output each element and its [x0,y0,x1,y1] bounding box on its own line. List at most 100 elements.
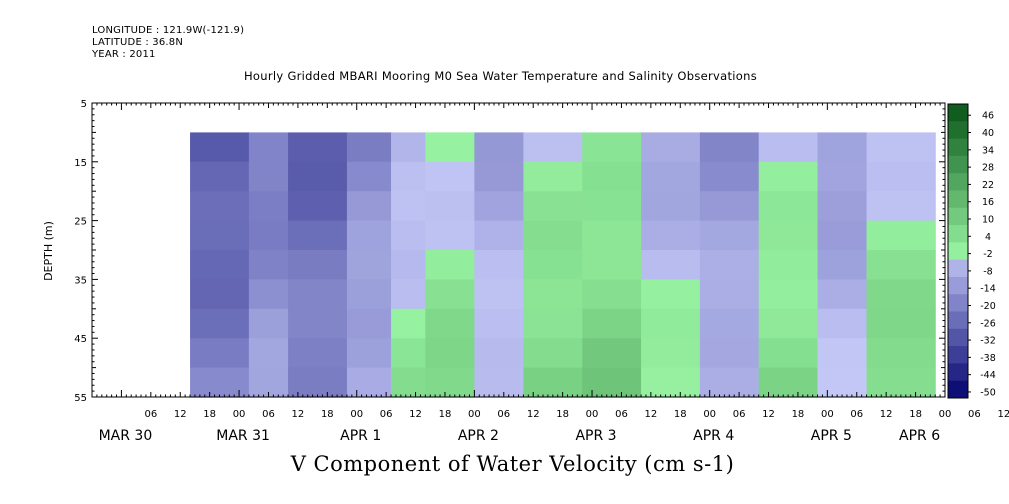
heatmap-cell [699,308,760,339]
colorbar-swatch [948,363,968,382]
heatmap-cell [425,338,475,369]
heatmap-cell [474,191,524,222]
heatmap-cell [391,367,426,398]
colorbar-label: -44 [980,370,996,381]
x-date-label: APR 2 [458,428,499,444]
heatmap-cell [641,191,701,222]
heatmap-cell [699,220,760,251]
heatmap-cell [817,132,868,163]
colorbar: 46 40 34 28 22 16 10 4 -2 -8 -14 -20 -26 -32 -38 -44 -50 [947,103,996,399]
heatmap-cell [523,220,583,251]
heatmap-cell [817,279,868,310]
heatmap-cell [190,367,250,398]
heatmap-cell [425,250,475,280]
heatmap-cell [641,279,701,310]
x-tick-label: 00 [939,409,952,420]
heatmap-cell [190,220,250,251]
heatmap-cell [288,308,348,339]
heatmap-cell [866,279,936,310]
heatmap-cell [190,338,250,369]
heatmap-cell [248,308,289,339]
x-tick-label: 12 [527,409,540,420]
heatmap-cell [425,220,475,251]
x-date-label: APR 6 [899,428,940,444]
heatmap-cell [699,132,760,163]
heatmap-cell [346,191,392,222]
x-tick-label: 00 [350,409,363,420]
colorbar-swatch [948,259,968,278]
colorbar-swatch [948,138,968,157]
heatmap-cell [523,132,583,163]
colorbar-swatch [948,173,968,191]
colorbar-swatch [948,380,968,399]
x-tick-label: 12 [174,409,187,420]
heatmap-cell [190,161,250,192]
heatmap-cell [346,308,392,339]
longitude-label: LONGITUDE : 121.9W(-121.9) [92,25,245,36]
chart-caption-text: V Component of Water Velocity (cm s-1) [290,452,735,476]
heatmap-cell [866,161,936,192]
x-tick-label: 00 [233,409,246,420]
heatmap-cell [190,191,250,222]
heatmap-cell [425,279,475,310]
heatmap-cell [582,191,642,222]
heatmap-cell [346,132,392,163]
heatmap-cell [346,250,392,280]
colorbar-label: 16 [982,197,994,208]
heatmap-cell [523,367,583,398]
heatmap-cell [523,338,583,369]
heatmap-cell [474,250,524,280]
heatmap-cell [523,191,583,222]
heatmap-cell [817,161,868,192]
heatmap-cell [817,220,868,251]
heatmap-cell [699,191,760,222]
heatmap-cell [288,338,348,369]
heatmap-cell [391,220,426,251]
colorbar-label: -26 [980,318,996,329]
x-tick-label: 06 [497,409,510,420]
x-tick-label: 00 [586,409,599,420]
heatmap-cell [866,338,936,369]
colorbar-swatch [948,121,968,140]
heatmap-cell [391,308,426,339]
heatmap-cell [190,132,250,163]
heatmap-cell [248,250,289,280]
x-date-label: APR 4 [693,428,734,444]
y-axis-label: DEPTH (m) [42,221,55,281]
x-tick-label: 18 [792,409,805,420]
heatmap-cell [346,220,392,251]
heatmap-cell [582,367,642,398]
colorbar-label: -32 [980,336,996,347]
x-tick-label: 18 [203,409,216,420]
x-tick-label: 12 [409,409,422,420]
heatmap-cell [346,279,392,310]
heatmap-cell [641,367,701,398]
heatmap-cell [817,191,868,222]
colorbar-label: 46 [982,111,994,122]
heatmap-cell [699,250,760,280]
chart-title: Hourly Gridded MBARI Mooring M0 Sea Wate… [0,69,1009,83]
heatmap-cell [699,161,760,192]
chart-title-text: Hourly Gridded MBARI Mooring M0 Sea Wate… [243,69,758,83]
colorbar-label: 4 [985,232,991,243]
x-tick-label: 06 [968,409,981,420]
heatmap-cell [346,367,392,398]
heatmap-cell [248,161,289,192]
heatmap-cell [288,250,348,280]
colorbar-swatch [948,155,968,174]
colorbar-swatch [948,311,968,330]
x-tick-label: 18 [556,409,569,420]
heatmap-cell [641,308,701,339]
heatmap-cell [425,191,475,222]
y-axis: 5 15 25 35 45 55 [74,99,945,404]
latitude-label: LATITUDE : 36.8N [92,37,184,48]
y-tick-label: 55 [74,393,87,404]
y-tick-label: 5 [81,99,87,110]
heatmap-cell [346,161,392,192]
x-date-label: APR 1 [340,428,381,444]
x-date-label: MAR 30 [99,428,153,444]
heatmap-cells [190,132,936,398]
heatmap-cell [248,220,289,251]
year-label: YEAR : 2011 [92,49,156,60]
x-tick-label: 06 [615,409,628,420]
